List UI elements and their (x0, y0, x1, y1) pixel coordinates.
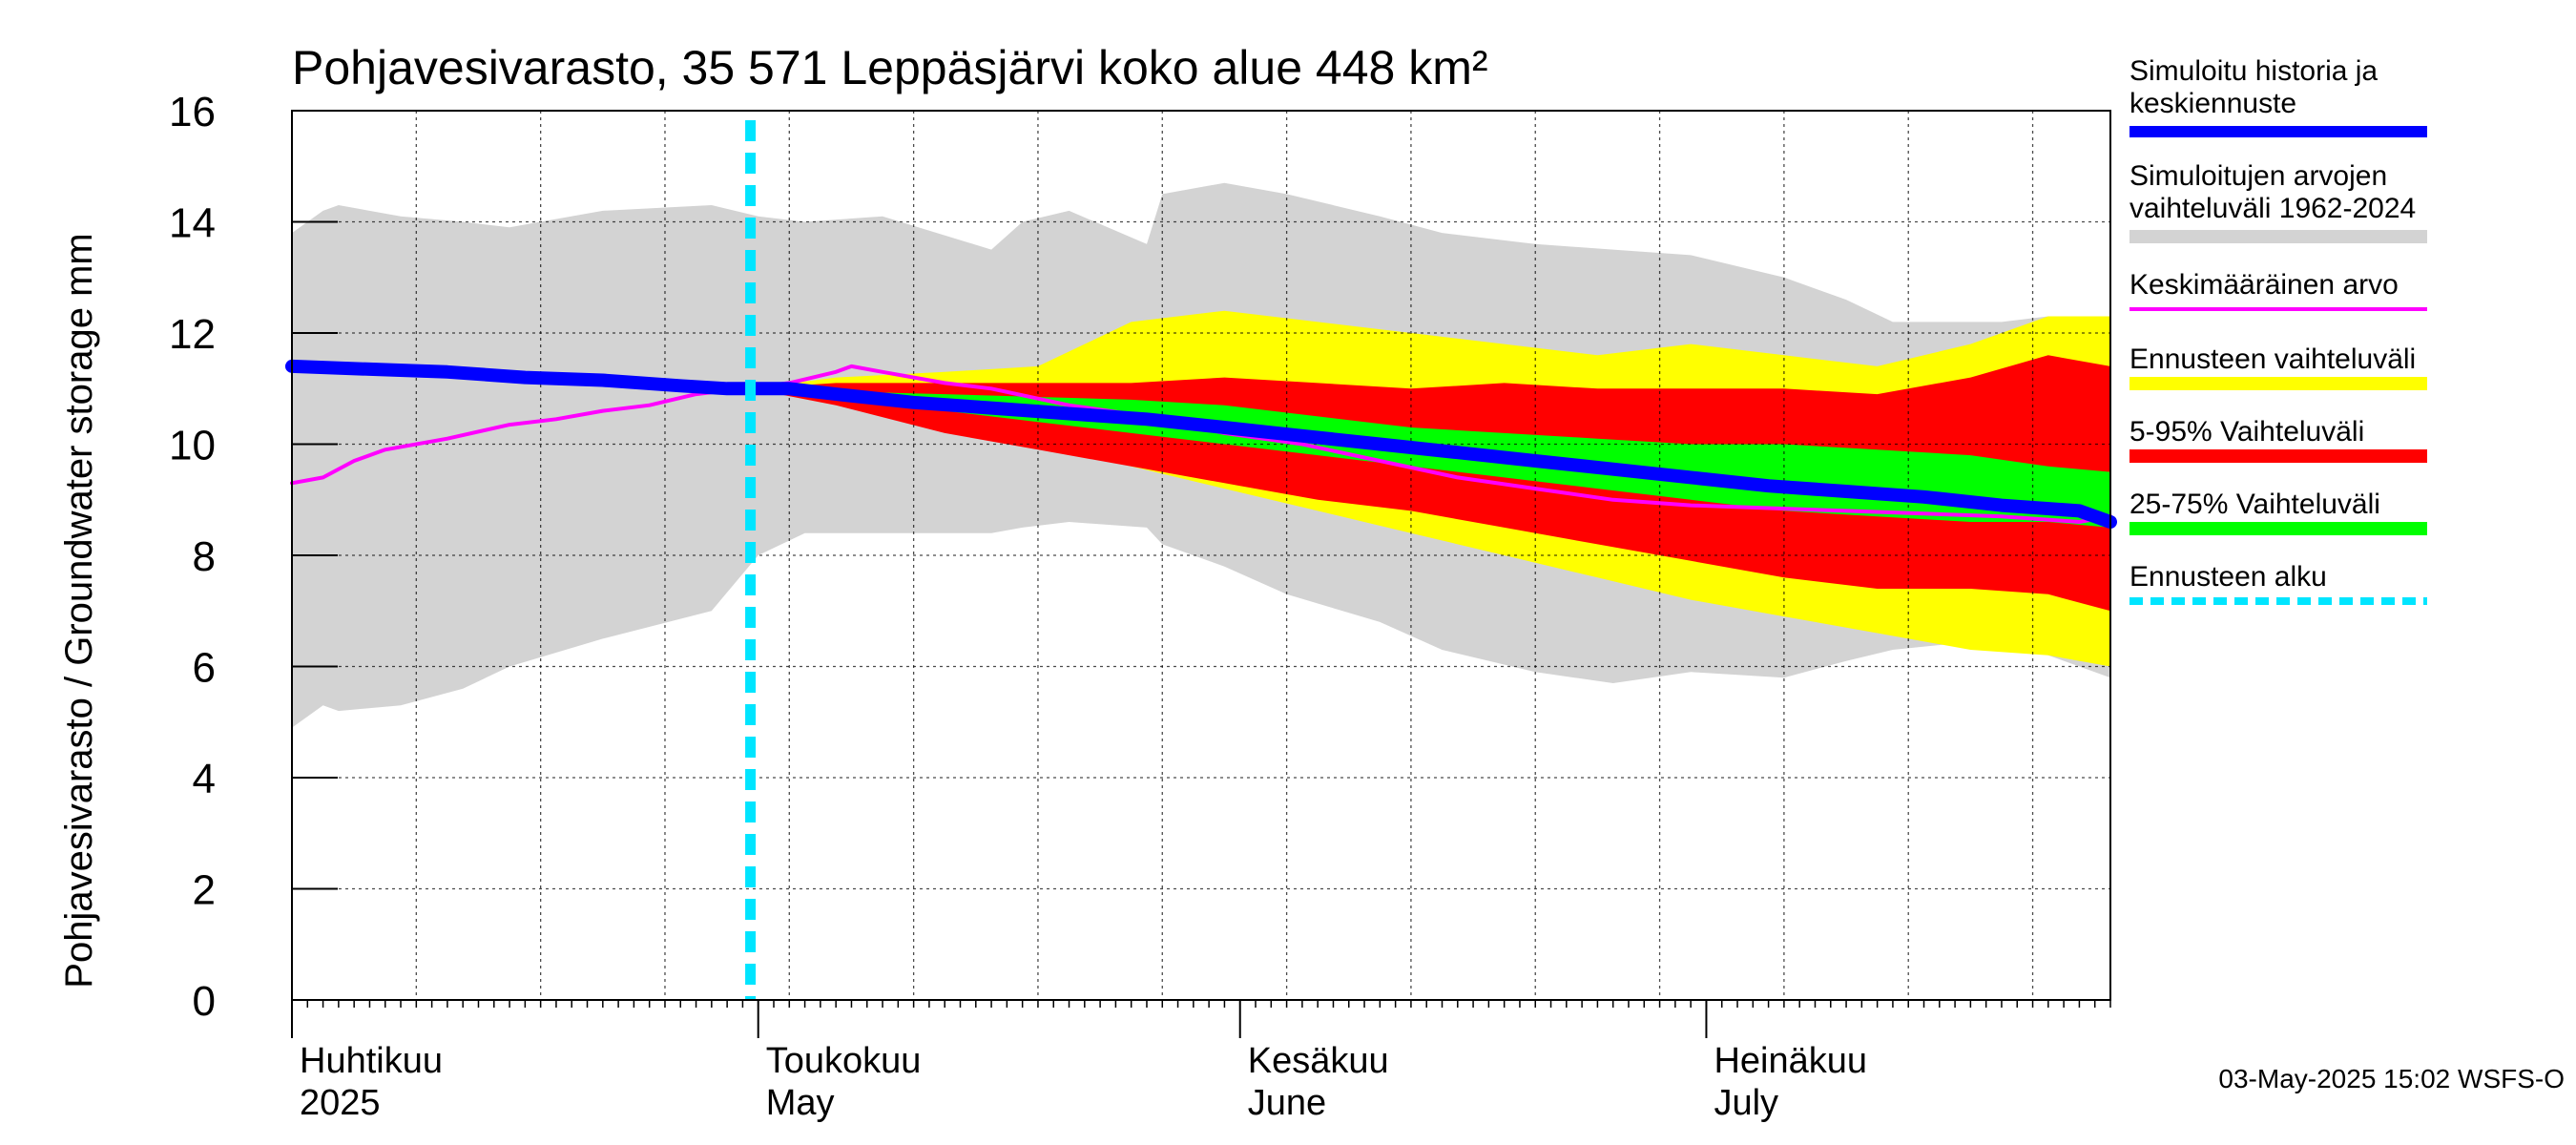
month-label-en: 2025 (300, 1083, 381, 1123)
legend-label-start: Ennusteen alku (2129, 561, 2327, 593)
legend-label-p5: 5-95% Vaihteluväli (2129, 416, 2364, 448)
y-tick-label: 16 (169, 89, 216, 135)
y-tick-label: 12 (169, 311, 216, 358)
y-tick-label: 10 (169, 423, 216, 469)
y-tick-label: 0 (193, 978, 216, 1025)
y-tick-label: 6 (193, 645, 216, 692)
legend-label-range: Simuloitujen arvojen (2129, 160, 2387, 192)
month-label-fi: Heinäkuu (1714, 1041, 1867, 1081)
month-label-fi: Huhtikuu (300, 1041, 443, 1081)
line-layer (285, 359, 2117, 529)
month-label-fi: Toukokuu (766, 1041, 922, 1081)
y-tick-label: 14 (169, 200, 216, 247)
grid-layer (292, 111, 2110, 1000)
month-label-en: June (1248, 1083, 1326, 1123)
band-layer (292, 182, 2110, 728)
legend-label-range-2: vaihteluväli 1962-2024 (2129, 193, 2416, 224)
legend-label-fcrange: Ennusteen vaihteluväli (2129, 344, 2416, 375)
line-keskim-r-inen-arvo (290, 364, 2112, 524)
legend-label-mean: Keskimääräinen arvo (2129, 269, 2399, 301)
y-axis-ticks: 0 2 4 6 8 10 12 14 16 (169, 89, 338, 1025)
month-label-en: July (1714, 1083, 1778, 1123)
month-label-en: May (766, 1083, 835, 1123)
legend-label-hist: Simuloitu historia ja (2129, 55, 2378, 87)
timestamp-footer: 03-May-2025 15:02 WSFS-O (2218, 1064, 2565, 1093)
y-axis-label: Pohjavesivarasto / Groundwater storage m… (58, 233, 100, 988)
y-tick-label: 2 (193, 867, 216, 914)
x-axis-ticks (291, 1000, 2111, 1038)
legend-label-p25: 25-75% Vaihteluväli (2129, 489, 2380, 520)
y-tick-label: 8 (193, 533, 216, 580)
chart-title: Pohjavesivarasto, 35 571 Leppäsjärvi kok… (292, 41, 1488, 94)
line-simuloitu-historia-ja-keskiennuste (285, 359, 2117, 529)
band-25-75-vaihteluv-li (750, 388, 2110, 528)
legend-label-hist-2: keskiennuste (2129, 88, 2296, 119)
y-tick-label: 4 (193, 756, 216, 802)
month-label-fi: Kesäkuu (1248, 1041, 1389, 1081)
